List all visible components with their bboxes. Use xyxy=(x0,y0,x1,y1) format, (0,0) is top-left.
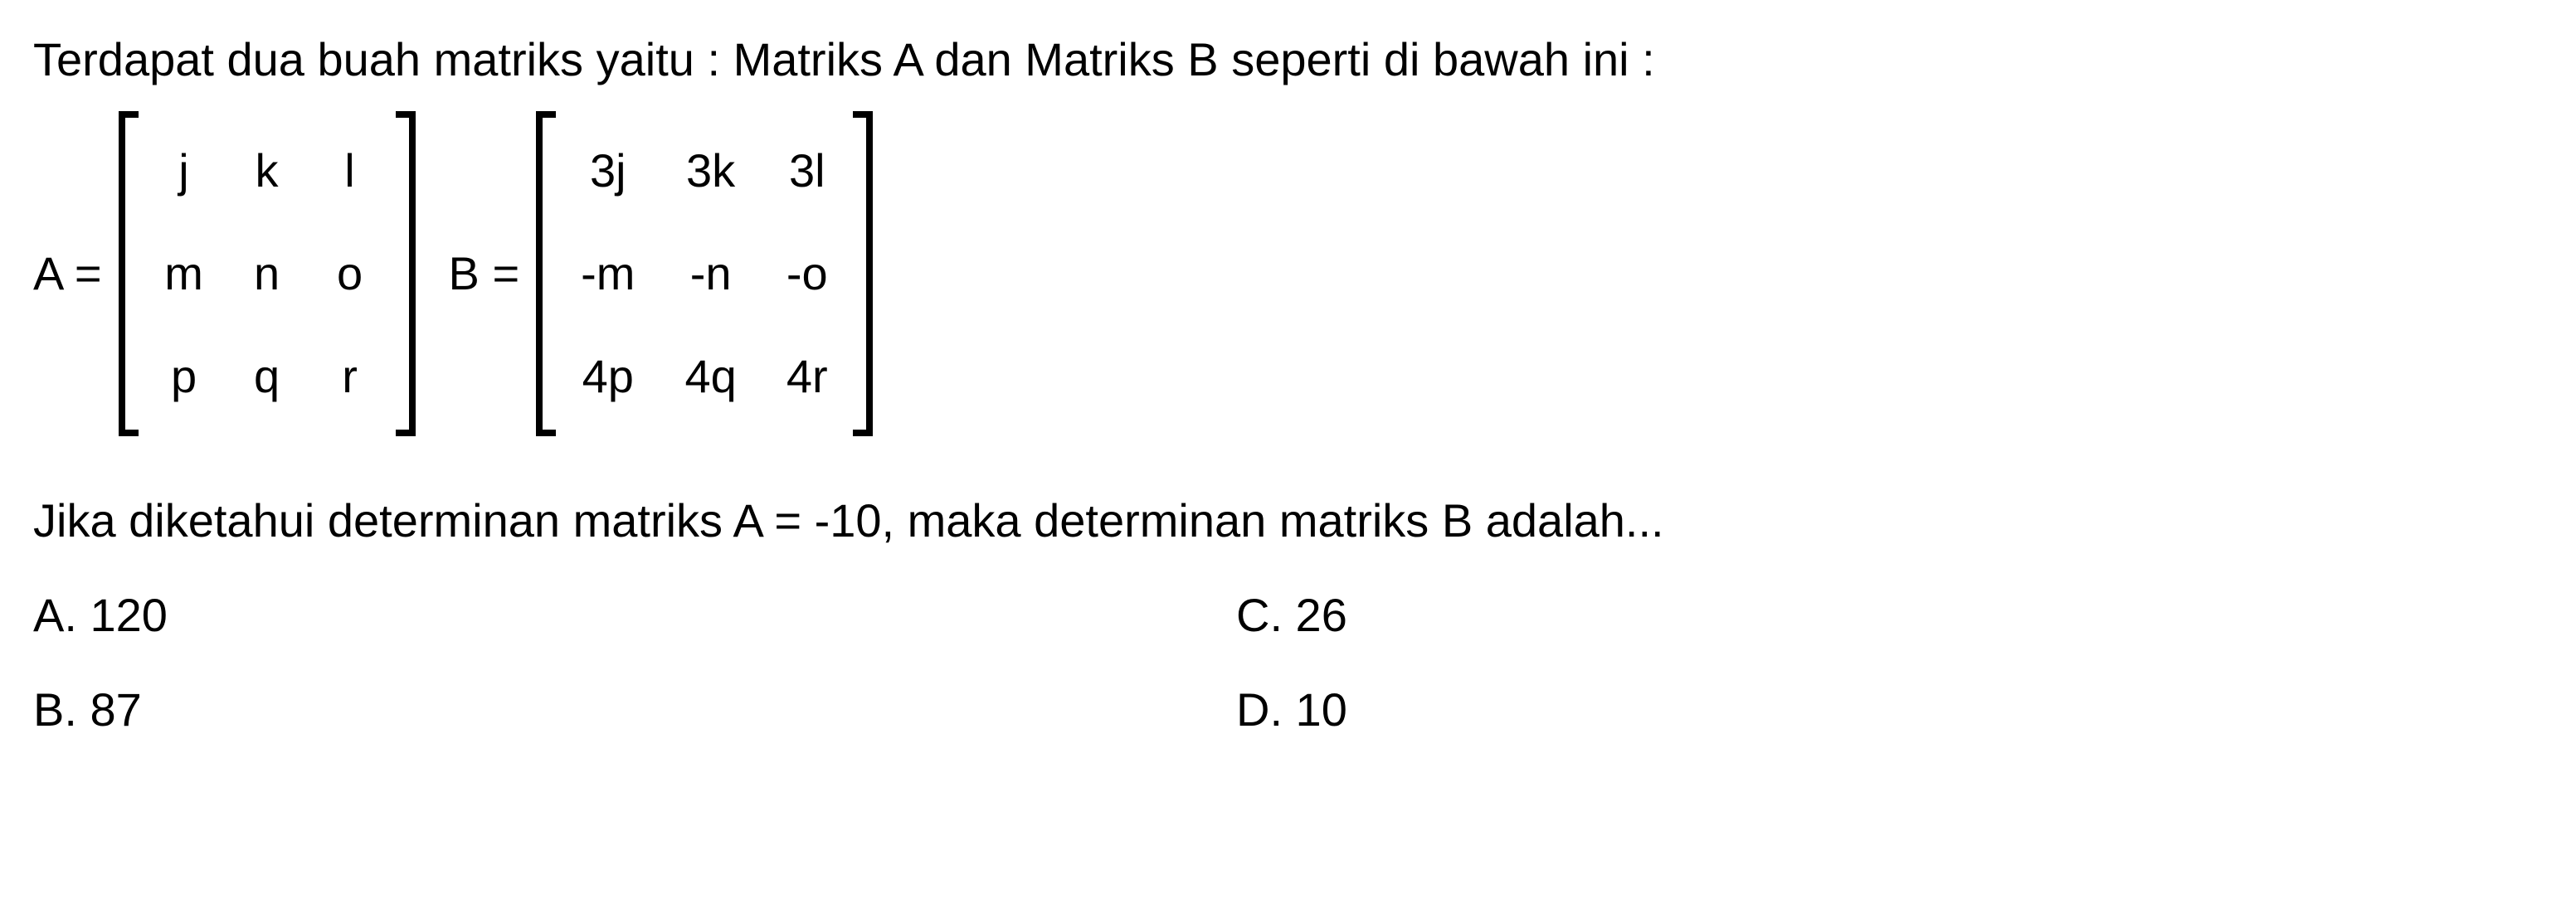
matrix-b-body: 3j 3k 3l -m -n -o 4p 4q 4r xyxy=(556,111,853,436)
option-b[interactable]: B. 87 xyxy=(33,675,1236,745)
bracket-right-icon xyxy=(853,111,873,436)
sub-question-text: Jika diketahui determinan matriks A = -1… xyxy=(33,486,2543,556)
matrix-cell: 3k xyxy=(686,136,735,206)
matrix-cell: 3j xyxy=(587,136,629,206)
matrix-cell: q xyxy=(246,342,288,411)
matrix-b: 3j 3k 3l -m -n -o 4p 4q 4r xyxy=(536,111,873,436)
matrix-a-label: A = xyxy=(33,239,102,309)
question-intro: Terdapat dua buah matriks yaitu : Matrik… xyxy=(33,25,2543,95)
matrix-b-group: B = 3j 3k 3l -m -n -o 4p 4q 4r xyxy=(449,111,873,436)
matrix-cell: k xyxy=(246,136,288,206)
matrix-cell: 4r xyxy=(786,342,828,411)
matrix-cell: m xyxy=(163,239,205,309)
matrix-cell: o xyxy=(329,239,371,309)
bracket-left-icon xyxy=(536,111,556,436)
matrix-a: j k l m n o p q r xyxy=(119,111,416,436)
matrix-cell: 3l xyxy=(786,136,828,206)
matrix-cell: -o xyxy=(786,239,828,309)
bracket-right-icon xyxy=(396,111,416,436)
matrices-container: A = j k l m n o p q r B = 3j 3k 3l xyxy=(33,111,2543,436)
matrix-cell: -n xyxy=(690,239,732,309)
matrix-cell: n xyxy=(246,239,288,309)
matrix-cell: j xyxy=(163,136,205,206)
matrix-cell: p xyxy=(163,342,205,411)
options-grid: A. 120 C. 26 B. 87 D. 10 xyxy=(33,581,2439,745)
option-d[interactable]: D. 10 xyxy=(1236,675,2439,745)
matrix-cell: 4p xyxy=(582,342,634,411)
option-c[interactable]: C. 26 xyxy=(1236,581,2439,650)
matrix-b-label: B = xyxy=(449,239,520,309)
matrix-cell: l xyxy=(329,136,371,206)
matrix-a-body: j k l m n o p q r xyxy=(139,111,396,436)
option-a[interactable]: A. 120 xyxy=(33,581,1236,650)
bracket-left-icon xyxy=(119,111,139,436)
matrix-cell: r xyxy=(329,342,371,411)
matrix-cell: -m xyxy=(581,239,635,309)
matrix-cell: 4q xyxy=(684,342,736,411)
matrix-a-group: A = j k l m n o p q r xyxy=(33,111,416,436)
